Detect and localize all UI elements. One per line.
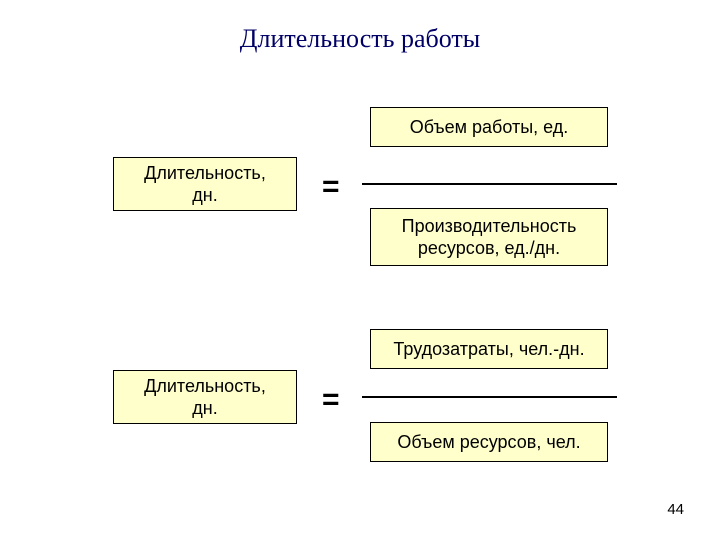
f2-denominator-box: Объем ресурсов, чел. bbox=[370, 422, 608, 462]
f1-denominator-box: Производительностьресурсов, ед./дн. bbox=[370, 208, 608, 266]
f2-left-box: Длительность,дн. bbox=[113, 370, 297, 424]
f2-fraction-line bbox=[362, 396, 617, 398]
page-title: Длительность работы bbox=[0, 24, 720, 54]
f2-equals: = bbox=[322, 383, 340, 417]
page-number: 44 bbox=[667, 501, 684, 518]
f1-equals: = bbox=[322, 170, 340, 204]
f1-fraction-line bbox=[362, 183, 617, 185]
f2-numerator-box: Трудозатраты, чел.-дн. bbox=[370, 329, 608, 369]
f1-numerator-box: Объем работы, ед. bbox=[370, 107, 608, 147]
f1-left-box: Длительность,дн. bbox=[113, 157, 297, 211]
